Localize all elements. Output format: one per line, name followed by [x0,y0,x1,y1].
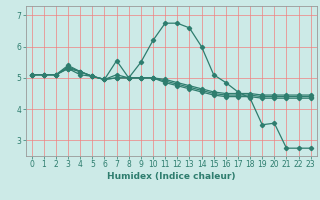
X-axis label: Humidex (Indice chaleur): Humidex (Indice chaleur) [107,172,236,181]
